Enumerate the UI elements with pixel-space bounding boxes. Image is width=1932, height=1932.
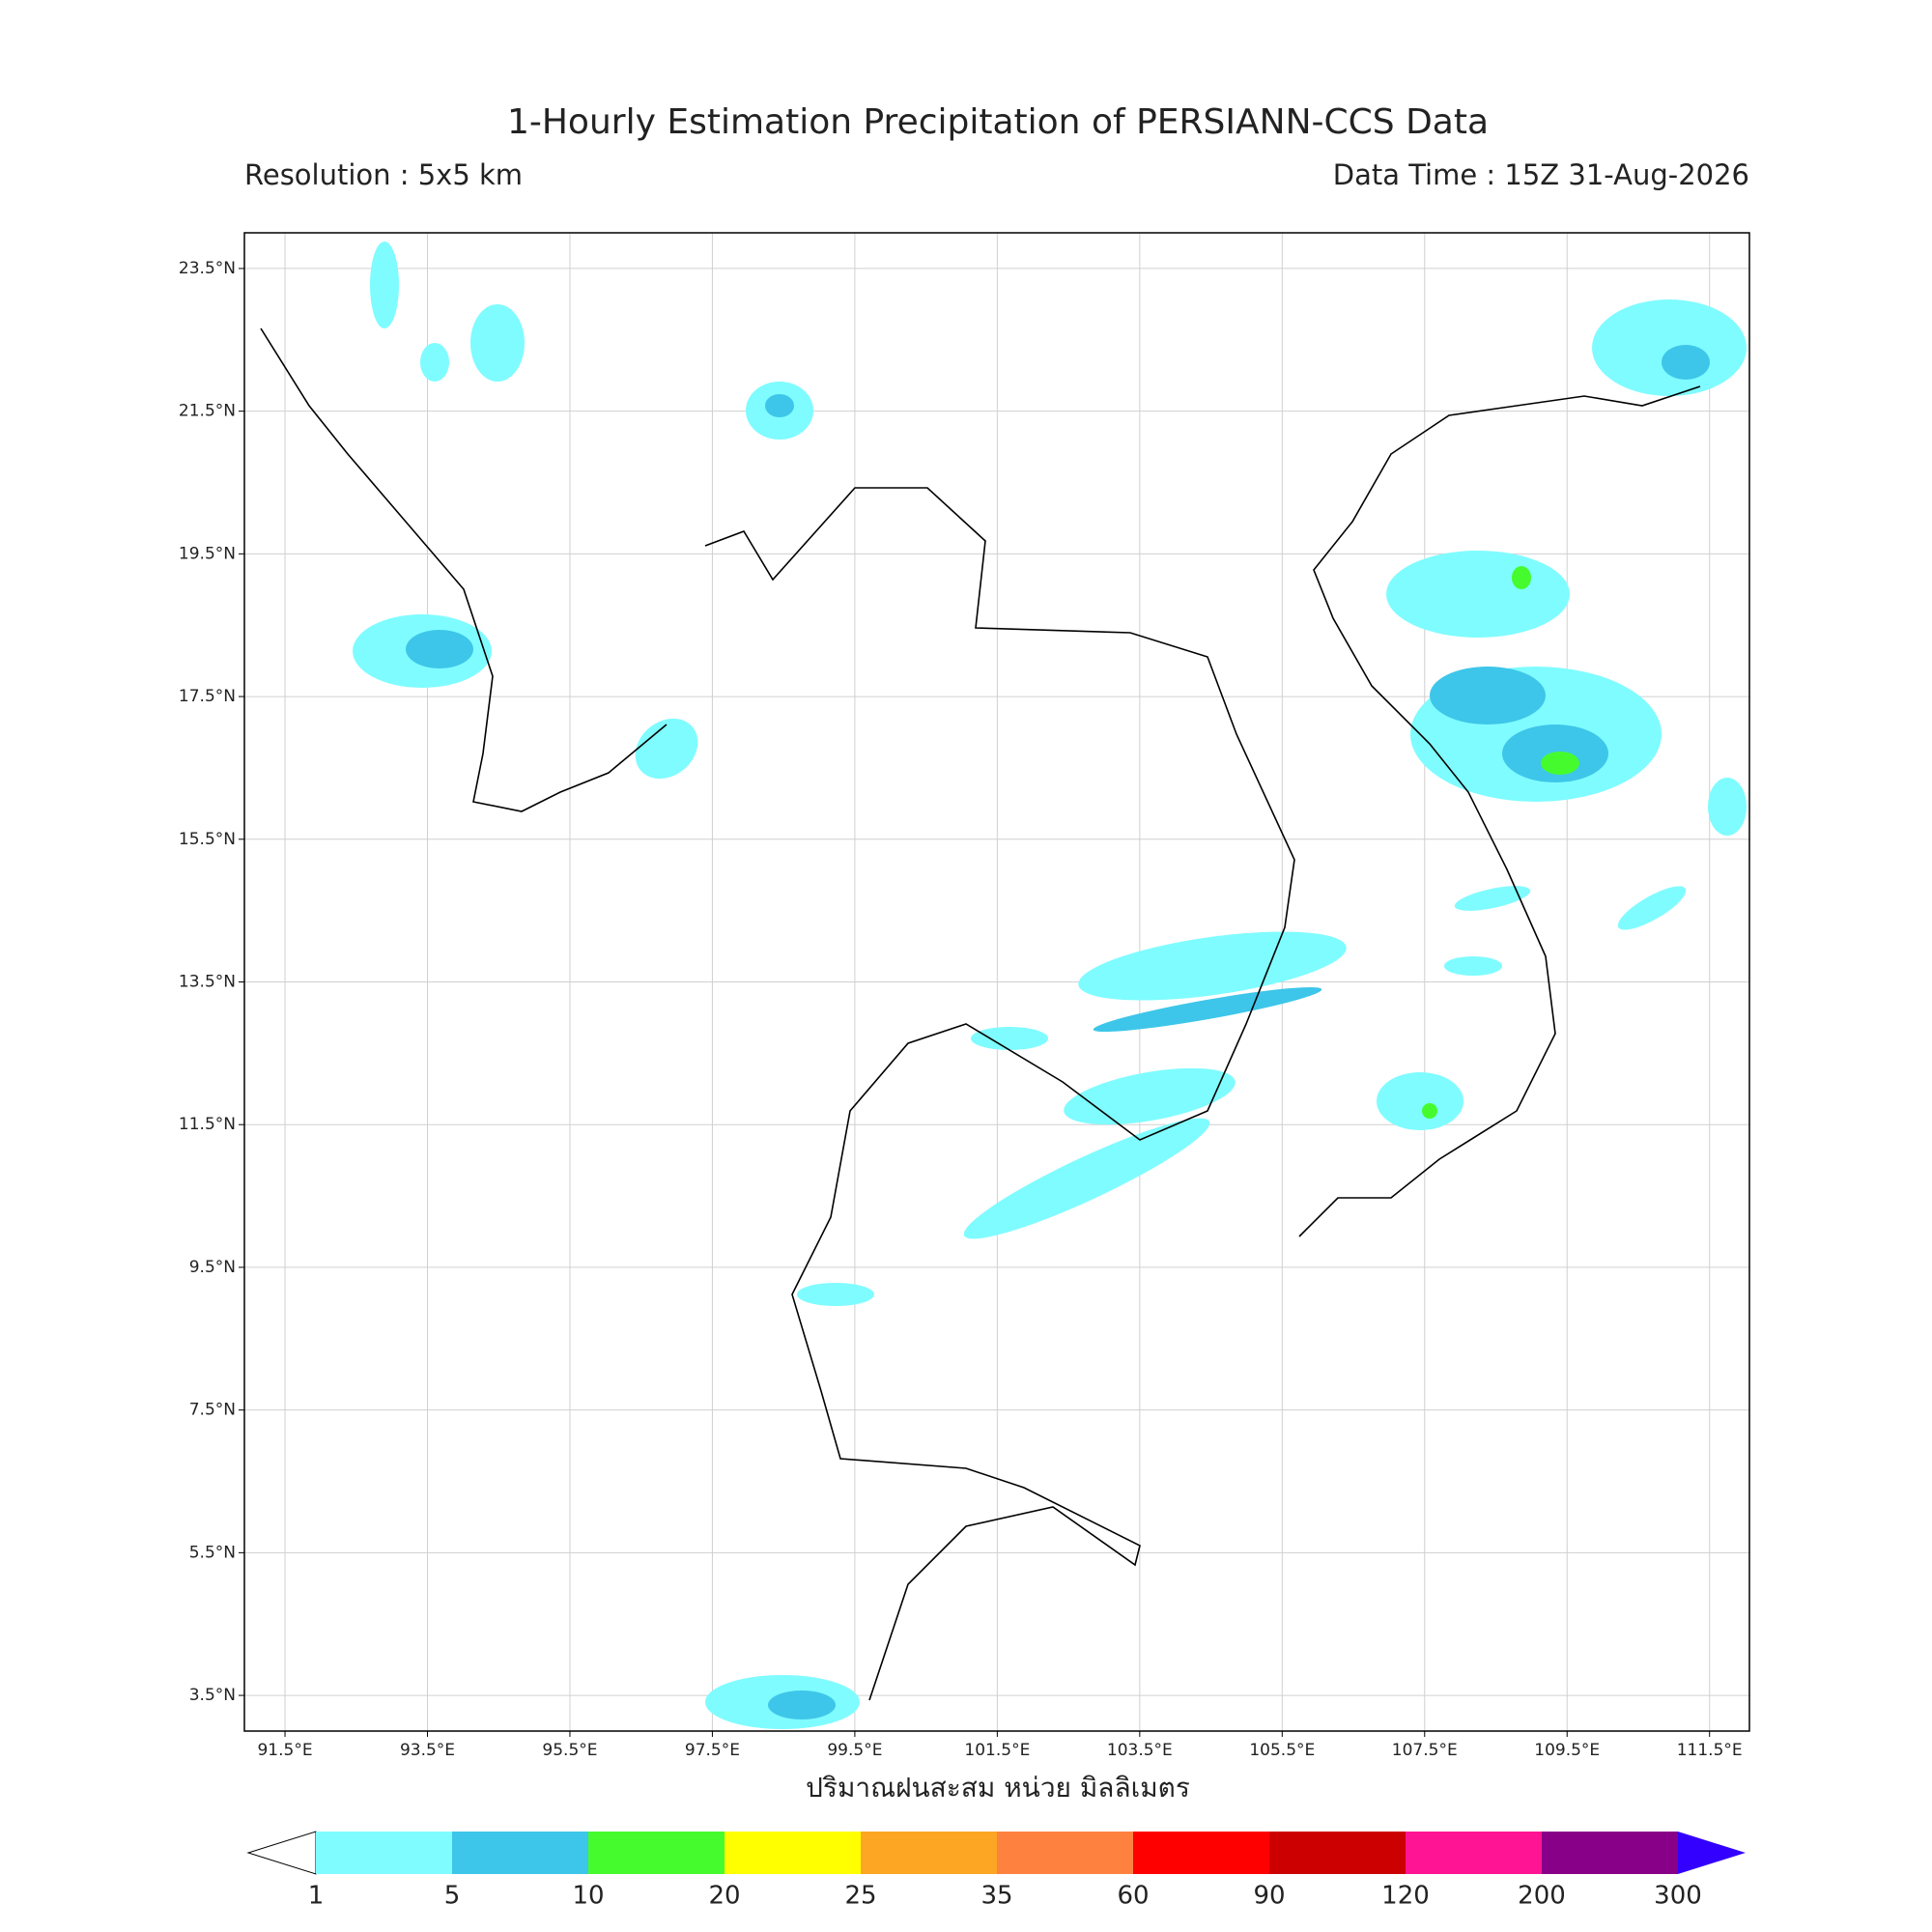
rain-area: [971, 1027, 1048, 1050]
colorbar-over: [1678, 1832, 1746, 1874]
rain-area: [1377, 1072, 1463, 1130]
rain-area: [1592, 299, 1747, 396]
rain-area: [1617, 886, 1687, 930]
rain-area: [963, 1118, 1210, 1239]
rain-area: [1078, 931, 1347, 1001]
colorbar-segment: [724, 1832, 861, 1874]
lat-tick-label: 23.5°N: [179, 259, 236, 278]
title: 1-Hourly Estimation Precipitation of PER…: [507, 102, 1489, 142]
rain-area: [797, 1283, 874, 1306]
colorbar-segment: [997, 1832, 1133, 1874]
rain-area: [1064, 1067, 1236, 1125]
rain-area: [635, 718, 698, 780]
resolution: Resolution : 5x5 km: [244, 158, 523, 191]
rain-area: [1454, 886, 1531, 911]
rain-area: [1430, 667, 1546, 724]
lon-tick-label: 105.5°E: [1249, 1741, 1315, 1760]
rain-area: [1708, 778, 1747, 836]
colorbar-tick-label: 300: [1654, 1882, 1702, 1911]
rain-area: [765, 394, 794, 417]
colorbar-tick-label: 1: [308, 1882, 325, 1911]
lat-tick-label: 13.5°N: [179, 973, 236, 992]
lon-tick-label: 95.5°E: [542, 1741, 597, 1760]
colorbar: 1 5 10 20 25 35 60 90 120 200 300: [246, 1831, 1746, 1911]
colorbar-segment: [1406, 1832, 1542, 1874]
lon-tick-label: 93.5°E: [400, 1741, 455, 1760]
colorbar-segment: [1542, 1832, 1678, 1874]
coastline: [260, 327, 668, 812]
data-time: Data Time : 15Z 31-Aug-2026: [1333, 158, 1749, 191]
rain-area: [1093, 986, 1322, 1033]
lon-tick-label: 111.5°E: [1677, 1741, 1743, 1760]
lat-tick-label: 7.5°N: [189, 1401, 236, 1420]
lon-tick-label: 99.5°E: [827, 1741, 882, 1760]
lon-tick-label: 101.5°E: [964, 1741, 1030, 1760]
lon-tick-label: 91.5°E: [257, 1741, 312, 1760]
rain-area: [1662, 345, 1710, 380]
colorbar-segment: [1133, 1832, 1269, 1874]
lat-tick-label: 3.5°N: [189, 1686, 236, 1705]
colorbar-segment: [452, 1832, 588, 1874]
rain-area: [370, 242, 399, 328]
colorbar-tick-label: 25: [844, 1882, 876, 1911]
precipitation: [353, 242, 1747, 1729]
rain-area: [420, 343, 449, 382]
colorbar-segment: [861, 1832, 997, 1874]
lon-tick-label: 109.5°E: [1534, 1741, 1600, 1760]
rain-area: [1541, 752, 1579, 775]
coastline: [704, 385, 1701, 1701]
lat-tick-label: 5.5°N: [189, 1543, 236, 1562]
colorbar-tick-label: 120: [1381, 1882, 1430, 1911]
lat-tick-label: 21.5°N: [179, 402, 236, 421]
colorbar-tick-label: 60: [1117, 1882, 1149, 1911]
rain-area: [768, 1690, 836, 1719]
colorbar-under: [246, 1831, 317, 1875]
lat-tick-label: 11.5°N: [179, 1115, 236, 1134]
colorbar-label: ปริมาณฝนสะสม หน่วย มิลลิเมตร: [806, 1772, 1190, 1804]
rain-area: [406, 630, 473, 668]
rain-area: [470, 304, 525, 382]
lat-tick-label: 19.5°N: [179, 544, 236, 563]
colorbar-segment: [316, 1832, 452, 1874]
colorbar-segment: [588, 1832, 724, 1874]
rain-area: [1512, 566, 1531, 589]
colorbar-tick-label: 20: [708, 1882, 740, 1911]
rain-area: [1422, 1103, 1437, 1119]
rain-area: [1386, 551, 1570, 638]
lat-tick-label: 15.5°N: [179, 830, 236, 849]
colorbar-segment: [1269, 1832, 1406, 1874]
lon-tick-label: 103.5°E: [1107, 1741, 1173, 1760]
map: [243, 232, 1750, 1732]
lat-tick-label: 17.5°N: [179, 687, 236, 706]
colorbar-tick-label: 90: [1253, 1882, 1285, 1911]
colorbar-tick-label: 200: [1518, 1882, 1566, 1911]
lon-tick-label: 97.5°E: [685, 1741, 740, 1760]
colorbar-tick-label: 10: [572, 1882, 604, 1911]
lat-tick-label: 9.5°N: [189, 1258, 236, 1277]
lon-tick-label: 107.5°E: [1392, 1741, 1458, 1760]
rain-area: [1444, 956, 1502, 976]
colorbar-tick-label: 5: [444, 1882, 461, 1911]
colorbar-tick-label: 35: [980, 1882, 1012, 1911]
